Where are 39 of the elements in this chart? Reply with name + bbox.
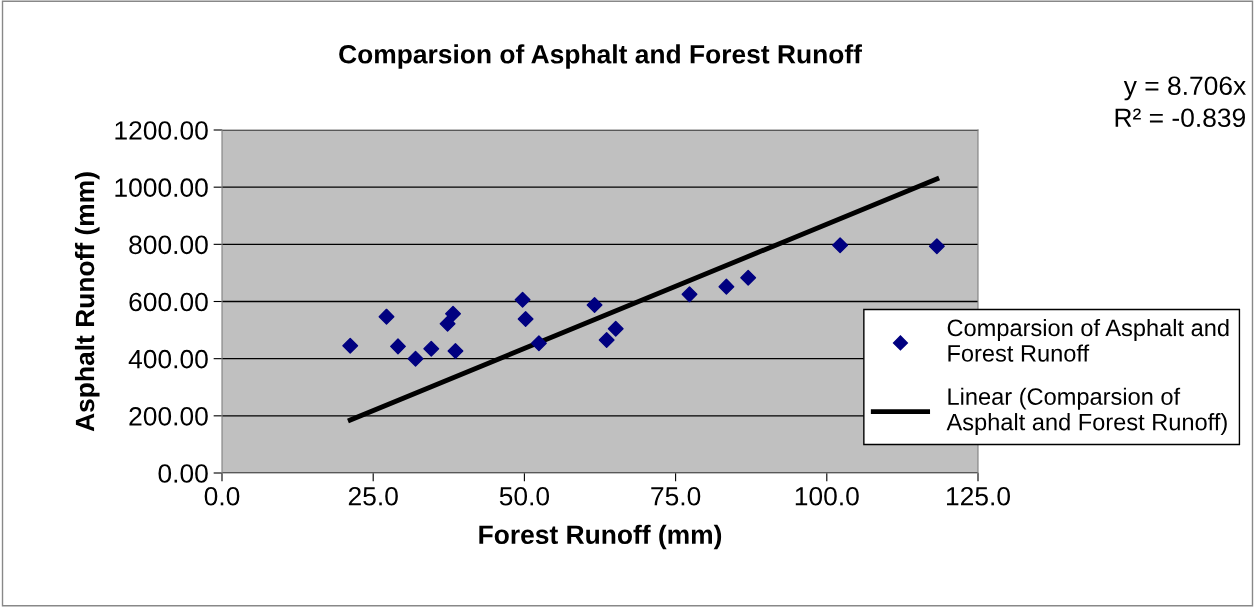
- y-tick-label: 0.00: [158, 464, 208, 483]
- point: [439, 315, 456, 332]
- x-tick-label: 125.0: [947, 486, 1010, 506]
- point: [718, 278, 735, 295]
- y-tick-label: 400.00: [128, 349, 208, 369]
- point: [928, 238, 945, 255]
- y-tick-label: 1200.00: [115, 121, 208, 140]
- legend-label: Comparsion of Asphalt and Forest Runoff: [947, 318, 1229, 362]
- point: [445, 305, 462, 322]
- point: [740, 269, 757, 286]
- x-tick-label: 50.0: [499, 486, 550, 506]
- x-axis-title: Forest Runoff (mm): [479, 524, 722, 550]
- y-axis-title: Asphalt Runoff (mm): [74, 172, 100, 432]
- point: [447, 342, 464, 359]
- point: [530, 335, 547, 352]
- y-tick-label: 1000.00: [115, 178, 208, 197]
- x-tick-label: 25.0: [348, 486, 398, 506]
- y-tick-label: 200.00: [129, 406, 208, 426]
- x-tick-label: 100.0: [795, 486, 859, 506]
- x-tick-label: 75.0: [651, 486, 701, 506]
- point: [407, 350, 424, 367]
- point: [586, 296, 603, 313]
- chart-title: Comparsion of Asphalt and Forest Runoff: [339, 44, 862, 69]
- point: [607, 320, 624, 337]
- point: [390, 338, 406, 355]
- legend-label: Linear (Comparsion of Asphalt and Forest Runoff): [946, 387, 1227, 436]
- point: [598, 332, 615, 349]
- point: [378, 308, 395, 325]
- text: y = 8.706x: [1123, 76, 1246, 101]
- y-tick-label: 800.00: [129, 235, 208, 255]
- point: [517, 310, 534, 327]
- point: [514, 291, 531, 308]
- y-tick-label: 600.00: [129, 292, 208, 312]
- point: [681, 286, 698, 303]
- text: R² = -0.839: [1115, 108, 1245, 128]
- point: [423, 340, 440, 357]
- point: [832, 237, 849, 254]
- point: [342, 337, 359, 354]
- x-tick-label: 0.0: [204, 486, 240, 506]
